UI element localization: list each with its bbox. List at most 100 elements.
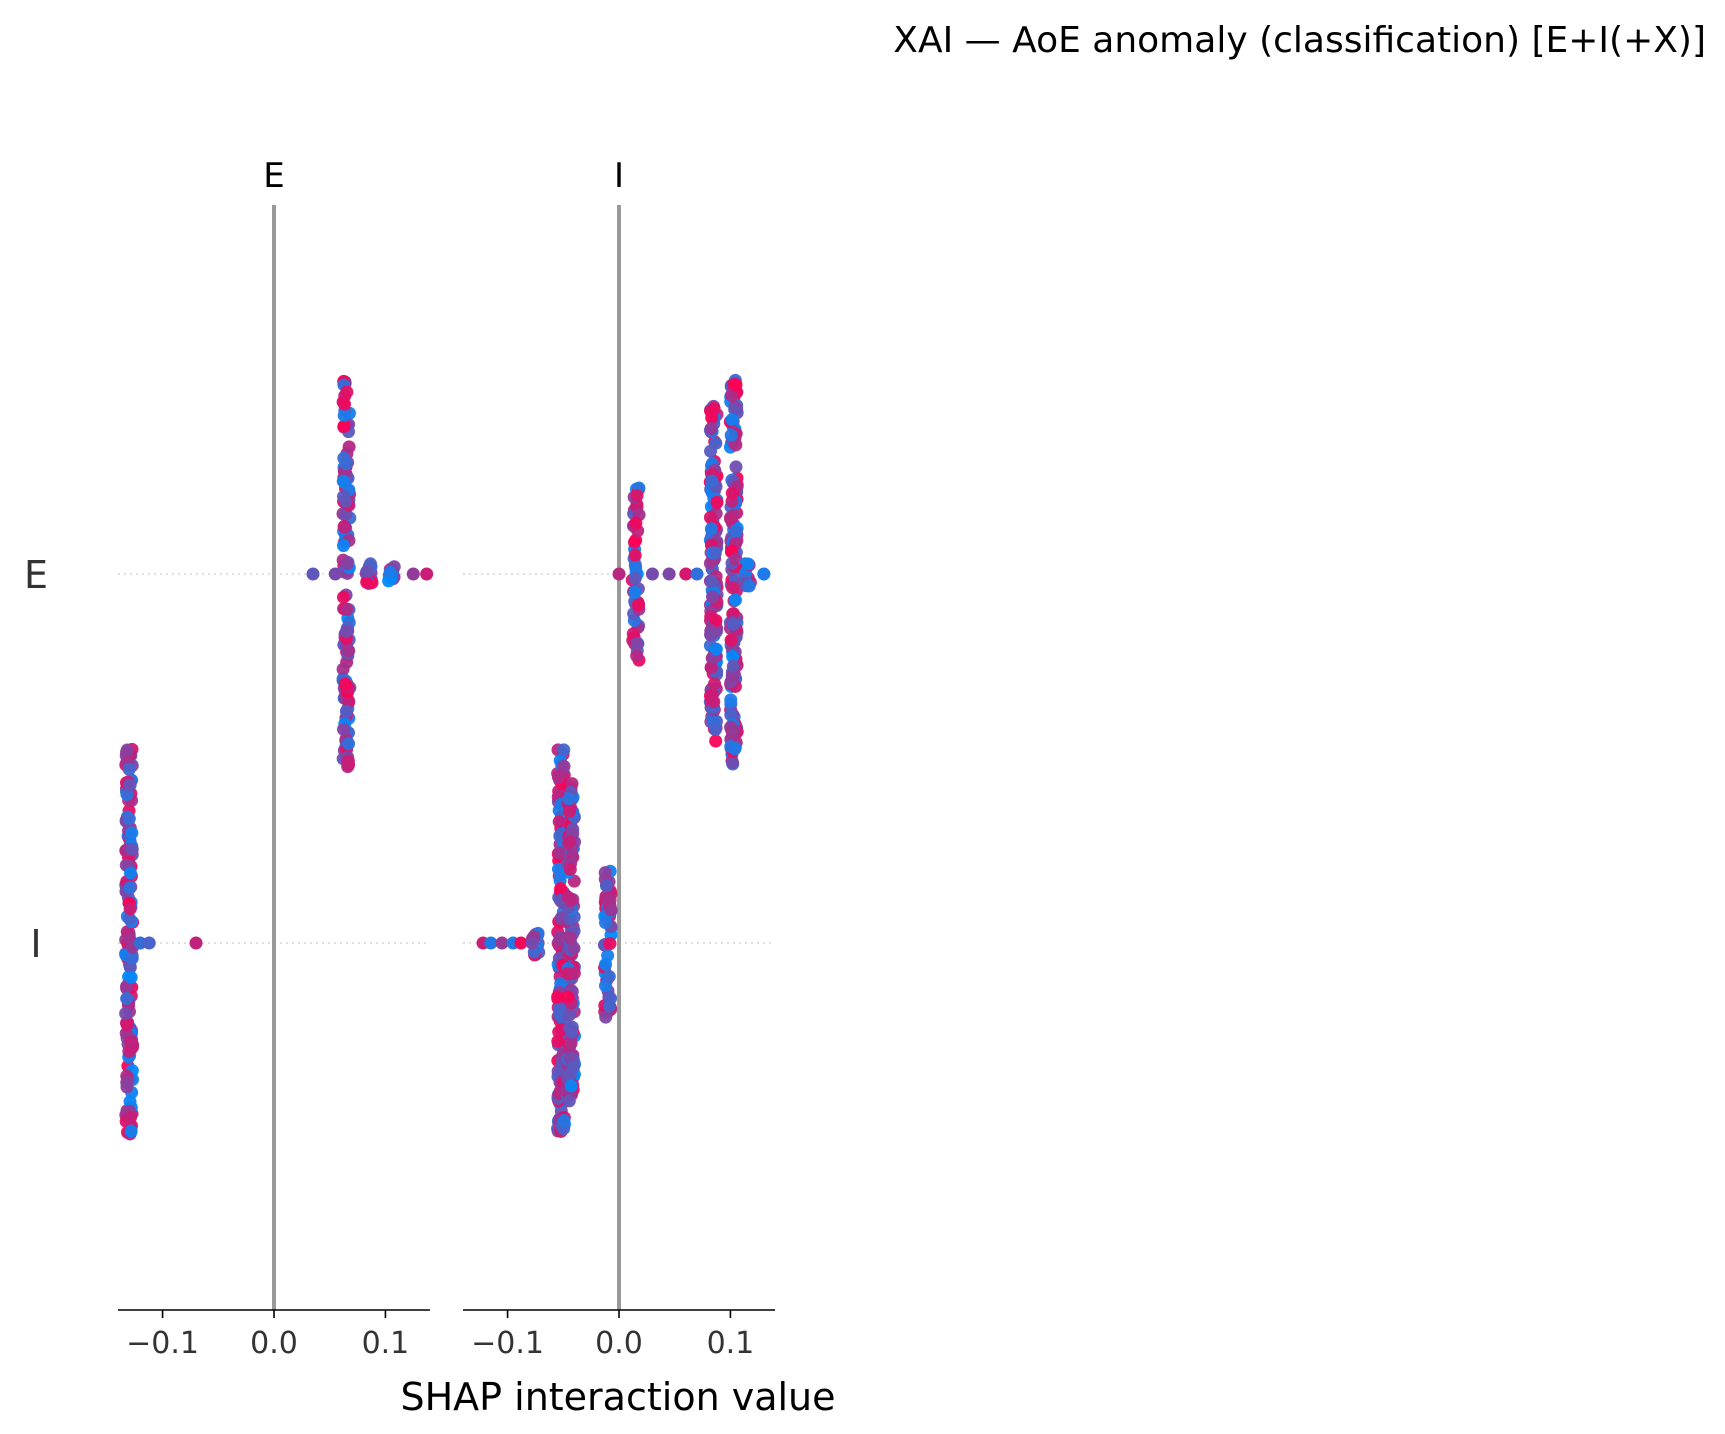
shap-point: [562, 1094, 576, 1108]
shap-point: [563, 931, 577, 945]
shap-point: [645, 567, 659, 581]
shap-point: [725, 669, 739, 683]
shap-point: [122, 762, 136, 776]
shap-point: [553, 1002, 567, 1016]
shap-point: [339, 457, 353, 471]
shap-point: [123, 1095, 137, 1109]
shap-point: [727, 617, 741, 631]
shap-point: [599, 957, 613, 971]
x-tick-label: −0.1: [471, 1326, 544, 1361]
x-tick-label: 0.1: [707, 1326, 755, 1361]
shap-point: [726, 650, 740, 664]
shap-point: [340, 557, 354, 571]
shap-point: [124, 1034, 138, 1048]
shap-point: [120, 743, 134, 757]
shap-point: [726, 581, 740, 595]
shap-point: [342, 644, 356, 658]
shap-point: [725, 413, 739, 427]
shap-point: [602, 970, 616, 984]
shap-point: [551, 770, 565, 784]
x-tick-label: −0.1: [126, 1326, 199, 1361]
shap-point: [729, 438, 743, 452]
shap-point: [341, 754, 355, 768]
shap-point: [125, 842, 139, 856]
shap-point: [708, 677, 722, 691]
shap-point: [709, 734, 723, 748]
shap-point: [604, 903, 618, 917]
shap-point: [561, 990, 575, 1004]
shap-point: [337, 520, 351, 534]
shap-point: [123, 881, 137, 895]
shap-point: [495, 936, 509, 950]
shap-point: [124, 970, 138, 984]
shap-point: [708, 546, 722, 560]
shap-point: [557, 759, 571, 773]
shap-point: [603, 893, 617, 907]
shap-point: [125, 951, 139, 965]
shap-point: [708, 723, 722, 737]
shap-point: [704, 421, 718, 435]
x-axis-label: SHAP interaction value: [400, 1375, 835, 1419]
shap-point: [726, 756, 740, 770]
shap-point: [123, 912, 137, 926]
shap-point: [339, 704, 353, 718]
shap-point: [557, 1114, 571, 1128]
shap-point: [563, 835, 577, 849]
shap-point: [710, 495, 724, 509]
shap-point: [123, 866, 137, 880]
panel-E-E: [306, 374, 434, 774]
x-tick-label: 0.1: [362, 1326, 410, 1361]
shap-point: [628, 571, 642, 585]
shap-point: [704, 574, 718, 588]
shap-point: [612, 567, 626, 581]
shap-point: [552, 815, 566, 829]
shap-point: [690, 567, 704, 581]
shap-point: [328, 567, 342, 581]
shap-point: [704, 444, 718, 458]
shap-point: [120, 1018, 134, 1032]
shap-point: [599, 879, 613, 893]
shap-point: [484, 936, 498, 950]
shap-point: [337, 490, 351, 504]
shap-point: [337, 408, 351, 422]
shap-point: [724, 428, 738, 442]
shap-point: [142, 936, 156, 950]
shap-point: [125, 826, 139, 840]
shap-point: [567, 941, 581, 955]
shap-point: [679, 567, 693, 581]
shap-point: [599, 1010, 613, 1024]
shap-point: [729, 460, 743, 474]
shap-point: [630, 637, 644, 651]
shap-point: [383, 565, 397, 579]
chart-title: XAI — AoE anomaly (classification) [E+I(…: [893, 20, 1706, 61]
shap-point: [564, 1079, 578, 1093]
shap-point: [338, 397, 352, 411]
shap-point: [632, 598, 646, 612]
shap-point: [724, 512, 738, 526]
shap-point: [567, 966, 581, 980]
panel-column-E: E −0.1 0.0 0.1: [118, 156, 430, 1361]
row-label-E: E: [24, 553, 48, 597]
shap-point: [562, 1008, 576, 1022]
shap-point: [706, 590, 720, 604]
shap-point: [724, 633, 738, 647]
shap-point: [557, 743, 571, 757]
shap-point: [123, 778, 137, 792]
shap-point: [119, 1007, 133, 1021]
shap-point: [629, 560, 643, 574]
shap-point: [337, 722, 351, 736]
shap-point: [603, 937, 617, 951]
shap-point: [707, 695, 721, 709]
shap-point: [120, 1076, 134, 1090]
shap-point: [551, 990, 565, 1004]
shap-point: [729, 524, 743, 538]
shap-point: [728, 593, 742, 607]
shap-point: [336, 539, 350, 553]
shap-point: [630, 649, 644, 663]
shap-point: [525, 936, 539, 950]
shap-point: [133, 936, 147, 950]
shap-point: [709, 642, 723, 656]
panel-I-E: [612, 373, 771, 771]
shap-point: [342, 737, 356, 751]
